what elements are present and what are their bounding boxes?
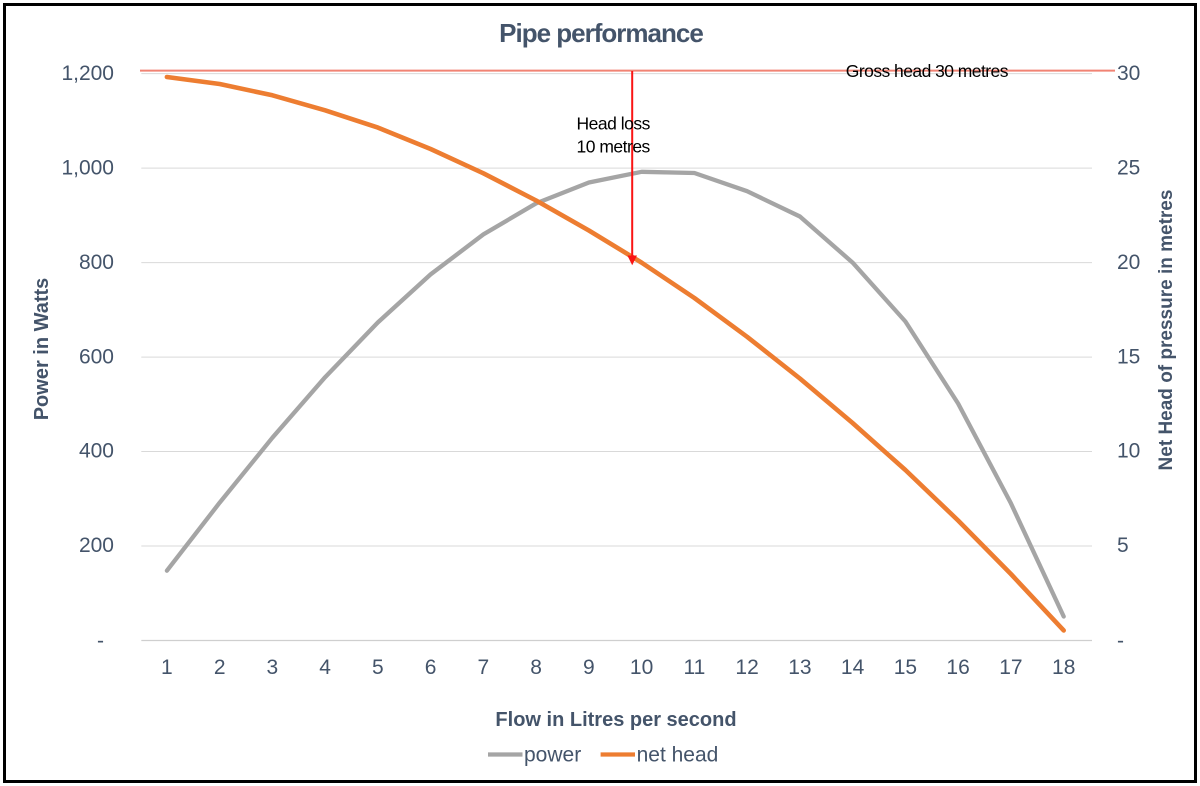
svg-text:1: 1 xyxy=(161,656,173,679)
svg-text:14: 14 xyxy=(841,656,865,679)
svg-text:12: 12 xyxy=(735,656,758,679)
svg-text:Flow in Litres per second: Flow in Litres per second xyxy=(495,709,736,731)
svg-text:6: 6 xyxy=(425,656,437,679)
svg-text:13: 13 xyxy=(788,656,811,679)
svg-text:600: 600 xyxy=(79,345,114,368)
svg-text:15: 15 xyxy=(894,656,917,679)
svg-text:Pipe performance: Pipe performance xyxy=(499,18,703,48)
svg-text:25: 25 xyxy=(1117,156,1140,179)
svg-text:10: 10 xyxy=(630,656,653,679)
svg-text:800: 800 xyxy=(79,251,114,274)
svg-text:9: 9 xyxy=(583,656,595,679)
svg-text:10: 10 xyxy=(1117,440,1140,463)
svg-text:18: 18 xyxy=(1052,656,1075,679)
svg-text:200: 200 xyxy=(79,534,114,557)
svg-text:Net Head of pressure in metres: Net Head of pressure in metres xyxy=(1156,190,1177,471)
svg-text:Gross head 30 metres: Gross head 30 metres xyxy=(846,61,1009,81)
svg-text:15: 15 xyxy=(1117,345,1140,368)
svg-text:10 metres: 10 metres xyxy=(577,137,651,157)
svg-text:Head loss: Head loss xyxy=(577,114,651,134)
svg-text:400: 400 xyxy=(79,440,114,463)
svg-text:power: power xyxy=(524,744,581,767)
svg-text:-: - xyxy=(1117,630,1124,653)
svg-text:-: - xyxy=(97,630,104,653)
svg-text:11: 11 xyxy=(683,656,705,679)
svg-text:3: 3 xyxy=(267,656,279,679)
svg-text:1,000: 1,000 xyxy=(61,156,114,179)
svg-text:30: 30 xyxy=(1117,62,1140,85)
svg-text:Power in Watts: Power in Watts xyxy=(31,278,53,421)
svg-text:4: 4 xyxy=(319,656,331,679)
svg-text:1,200: 1,200 xyxy=(61,62,114,85)
svg-text:17: 17 xyxy=(999,656,1022,679)
svg-text:7: 7 xyxy=(478,656,490,679)
svg-text:8: 8 xyxy=(530,656,542,679)
svg-text:20: 20 xyxy=(1117,251,1140,274)
svg-text:2: 2 xyxy=(214,656,226,679)
svg-text:net head: net head xyxy=(637,744,719,767)
svg-text:5: 5 xyxy=(1117,534,1129,557)
svg-text:5: 5 xyxy=(372,656,384,679)
svg-text:16: 16 xyxy=(946,656,969,679)
